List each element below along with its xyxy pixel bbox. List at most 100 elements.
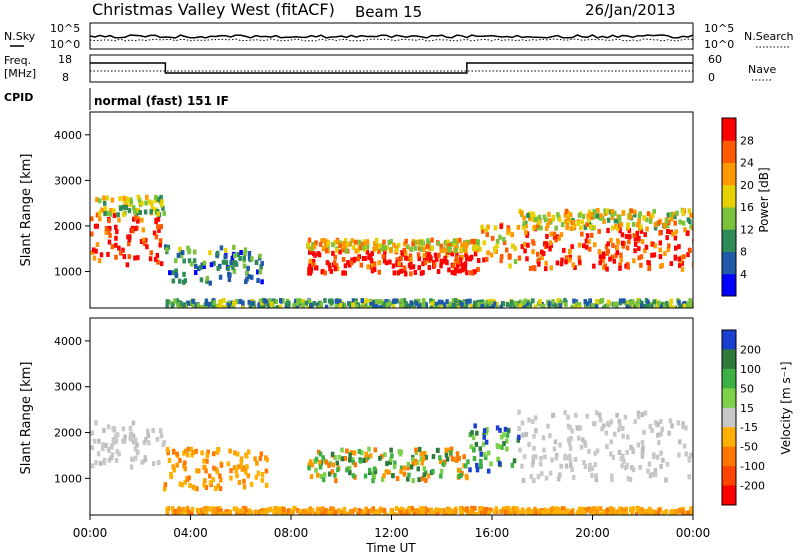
- velocity-cell: [391, 473, 395, 479]
- velocity-cell: [420, 511, 424, 515]
- velocity-cell: [214, 486, 218, 492]
- velocity-cell: [469, 507, 474, 513]
- power-cell: [681, 208, 685, 214]
- power-cell: [518, 208, 522, 214]
- power-cell: [608, 256, 612, 262]
- velocity-cell: [242, 509, 246, 515]
- power-cell: [492, 247, 497, 253]
- velocity-cell: [175, 451, 179, 457]
- power-cell: [662, 222, 667, 228]
- power-cell: [584, 238, 589, 244]
- velocity-cell: [227, 511, 231, 515]
- velocity-cell: [496, 456, 500, 462]
- power-cell: [104, 230, 109, 236]
- power-cell: [610, 212, 614, 218]
- velocity-cell: [330, 451, 335, 457]
- power-cell: [460, 254, 464, 260]
- power-cell: [626, 264, 630, 270]
- power-cell: [247, 274, 251, 280]
- power-cell: [434, 256, 439, 262]
- power-cell: [616, 239, 621, 245]
- velocity-cell: [552, 446, 557, 452]
- power-cell: [646, 260, 650, 266]
- velocity-cell: [657, 507, 661, 513]
- velocity-cell: [378, 507, 383, 513]
- power-cell: [650, 304, 654, 308]
- velocity-cell: [624, 506, 628, 512]
- power-cell: [614, 224, 618, 230]
- power-cell: [473, 303, 478, 308]
- velocity-cell: [347, 465, 352, 471]
- velocity-cell: [317, 509, 321, 515]
- power-cell: [372, 246, 376, 252]
- velocity-cell: [261, 511, 266, 515]
- power-cell: [350, 260, 354, 266]
- power-cell: [626, 262, 630, 268]
- power-cell: [416, 298, 421, 304]
- power-cell: [233, 253, 237, 259]
- power-cell: [321, 246, 326, 252]
- power-cell: [320, 269, 325, 275]
- power-cell: [403, 271, 408, 277]
- velocity-cell: [336, 467, 340, 473]
- velocity-cell: [406, 476, 410, 482]
- velocity-cell: [167, 458, 172, 464]
- velocity-cell: [377, 511, 381, 515]
- power-cell: [250, 256, 254, 262]
- power-cell: [232, 268, 237, 274]
- power-cell: [528, 265, 533, 271]
- power-cell: [619, 257, 623, 263]
- velocity-cell: [559, 463, 564, 469]
- power-cell: [549, 243, 553, 249]
- power-cell: [428, 246, 432, 252]
- nsky-label: N.Sky: [4, 30, 36, 43]
- power-cell: [606, 299, 611, 305]
- velocity-cell: [340, 447, 344, 453]
- power-cell: [513, 259, 518, 265]
- power-cell: [121, 204, 126, 210]
- velocity-cell: [482, 434, 487, 440]
- power-cell: [389, 238, 393, 244]
- velocity-cell: [218, 486, 223, 492]
- power-cell: [540, 249, 544, 255]
- power-cell: [577, 255, 581, 261]
- power-cell: [156, 216, 161, 222]
- power-cell: [404, 301, 408, 307]
- velocity-cell: [348, 509, 353, 515]
- power-colorbar-segment: [722, 207, 736, 230]
- velocity-cell: [290, 511, 294, 515]
- power-cell: [218, 274, 223, 280]
- power-cell: [469, 239, 474, 245]
- power-cell: [406, 256, 410, 262]
- velocity-cell: [668, 418, 673, 424]
- power-cell: [618, 218, 622, 224]
- power-cell: [448, 245, 452, 251]
- power-cell: [409, 271, 413, 277]
- power-cell: [411, 241, 415, 247]
- velocity-cell: [614, 509, 619, 515]
- power-cell: [686, 301, 691, 307]
- power-cell: [472, 300, 477, 306]
- velocity-cell: [321, 477, 326, 483]
- velocity-cell: [364, 452, 368, 458]
- power-cell: [418, 302, 423, 308]
- velocity-cell: [502, 432, 506, 438]
- velocity-cell: [506, 512, 510, 515]
- velocity-cell: [506, 427, 511, 433]
- velocity-cell: [371, 478, 375, 484]
- velocity-cell: [385, 512, 389, 515]
- power-cell: [643, 303, 647, 308]
- power-cell: [518, 303, 522, 308]
- velocity-cell: [652, 453, 656, 459]
- velocity-cell: [307, 462, 311, 468]
- velocity-cell: [579, 510, 583, 515]
- velocity-cell: [399, 469, 403, 475]
- power-cell: [422, 257, 427, 263]
- power-cell: [348, 301, 352, 307]
- power-cell: [100, 207, 104, 213]
- velocity-cell: [532, 433, 536, 439]
- velocity-cell: [684, 425, 688, 431]
- velocity-colorbar-tick: 100: [740, 363, 761, 376]
- power-cell: [617, 214, 622, 220]
- power-cell: [619, 222, 624, 228]
